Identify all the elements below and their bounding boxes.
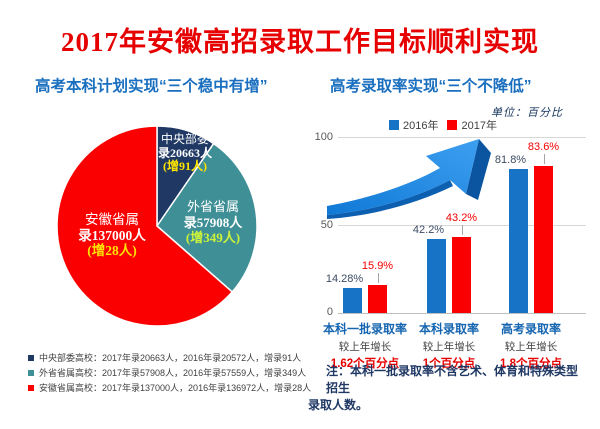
pie-legend-text: 安徽省属高校：2017年录137000人，2016年录136972人，增录28人 <box>39 383 312 393</box>
pie-slice-anhui-province <box>56 125 234 327</box>
growth-label: 较上年增长 <box>338 341 392 353</box>
footnote-line-1: 注：本科一批录取率不含艺术、体育和特殊类型招生 <box>326 364 579 395</box>
bar-value-label-2016年-本科录取率: 42.2% <box>412 223 445 236</box>
pie-label-out-province: 外省省属 录57908人 (增349人) <box>184 199 243 246</box>
label-leader-line <box>543 153 545 164</box>
x-axis-line <box>338 313 586 314</box>
pie-slice-out-province <box>156 142 258 293</box>
bar-chart-legend: 2016年 2017年 <box>389 117 497 133</box>
legend-swatch-icon <box>28 384 34 391</box>
pie-legend-text: 中央部委高校：2017年录20663人，2016年录20572人，增录91人 <box>39 353 302 363</box>
legend-swatch-icon <box>389 120 399 130</box>
pie-label-value: 录20663人 <box>157 145 213 160</box>
footer-col-benke-yipi: 本科一批录取率 较上年增长 1.62个百分点 <box>305 320 425 371</box>
legend-label: 2016年 <box>403 120 439 132</box>
legend-label: 2017年 <box>461 120 497 132</box>
bar-2016年-本科一批录取率 <box>343 287 362 313</box>
bar-2017年-本科录取率 <box>452 237 471 313</box>
pie-legend-text: 外省省属高校：2017年录57908人，2016年录57559人，增录349人 <box>39 368 307 378</box>
growth-label: 较上年增长 <box>504 341 558 353</box>
pie-label-delta: (增349人) <box>185 230 241 245</box>
unit-label: 单位：百分比 <box>491 107 563 119</box>
legend-swatch-icon <box>28 354 34 361</box>
pie-chart <box>56 125 258 327</box>
bar-value-label-2016年-高考录取率: 81.8% <box>494 154 527 166</box>
growth-value: 1.8个百分点 <box>500 358 562 370</box>
category-label: 高考录取率 <box>500 322 561 336</box>
bar-chart-plot-area: 14.28% 15.9% 42.2% 43.2% 81.8% 83.6% <box>326 137 586 314</box>
bar-value-label-2017年-高考录取率: 83.6% <box>527 140 560 153</box>
growth-arrow-icon <box>327 139 491 219</box>
bar-section-subtitle: 高考录取率实现“三个不降低” <box>330 78 532 95</box>
footnote-line-2: 录取人数。 <box>308 398 369 412</box>
pie-label-name: 外省省属 <box>186 199 240 214</box>
label-leader-line <box>461 225 463 235</box>
bar-2016年-本科录取率 <box>427 238 446 313</box>
pie-legend-row-central-ministry: 中央部委高校：2017年录20663人，2016年录20572人，增录91人 <box>28 350 311 365</box>
legend-item-2016: 2016年 <box>389 117 438 133</box>
pie-label-delta: (增28人) <box>87 243 137 258</box>
bar-2017年-本科一批录取率 <box>368 285 387 313</box>
footnote: 注：本科一批录取率不含艺术、体育和特殊类型招生 录取人数。 <box>308 363 580 414</box>
y-axis-tick-100: 100 <box>314 131 333 143</box>
growth-value: 1个百分点 <box>422 358 476 370</box>
pie-label-name: 安徽省属 <box>85 212 139 227</box>
pie-label-anhui-province: 安徽省属 录137000人 (增28人) <box>78 212 146 259</box>
legend-item-2017: 2017年 <box>447 117 497 133</box>
legend-swatch-icon <box>28 369 34 376</box>
pie-label-value: 录137000人 <box>78 227 146 243</box>
bar-value-label-2017年-本科录取率: 43.2% <box>445 212 478 224</box>
legend-swatch-icon <box>447 120 458 130</box>
y-axis-tick-50: 50 <box>320 219 333 231</box>
pie-legend-row-anhui-province: 安徽省属高校：2017年录137000人，2016年录136972人，增录28人 <box>28 380 311 395</box>
footer-col-gaokao: 高考录取率 较上年增长 1.8个百分点 <box>471 320 591 371</box>
bar-2017年-高考录取率 <box>534 165 553 313</box>
pie-legend: 中央部委高校：2017年录20663人，2016年录20572人，增录91人 外… <box>28 350 311 395</box>
pie-label-value: 录57908人 <box>183 214 243 230</box>
growth-value: 1.62个百分点 <box>330 358 400 370</box>
bar-2016年-高考录取率 <box>509 169 528 313</box>
category-label: 本科录取率 <box>418 322 479 336</box>
bar-value-label-2016年-本科一批录取率: 14.28% <box>325 272 364 285</box>
pie-label-delta: (增91人) <box>162 159 207 173</box>
page-title: 2017年安徽高招录取工作目标顺利实现 <box>61 27 539 57</box>
footer-col-benke: 本科录取率 较上年增长 1个百分点 <box>389 320 509 371</box>
growth-label: 较上年增长 <box>422 341 476 353</box>
pie-legend-row-out-province: 外省省属高校：2017年录57908人，2016年录57559人，增录349人 <box>28 365 311 380</box>
pie-label-name: 中央部委 <box>160 132 210 146</box>
label-leader-line <box>377 273 379 283</box>
y-axis-tick-0: 0 <box>326 306 333 318</box>
category-label: 本科一批录取率 <box>322 322 407 336</box>
pie-label-central-ministry: 中央部委 录20663人 (增91人) <box>157 132 213 174</box>
bar-value-label-2017年-本科一批录取率: 15.9% <box>361 260 394 272</box>
gridline-100 <box>338 137 586 138</box>
pie-section-subtitle: 高考本科计划实现“三个稳中有增” <box>35 78 268 95</box>
